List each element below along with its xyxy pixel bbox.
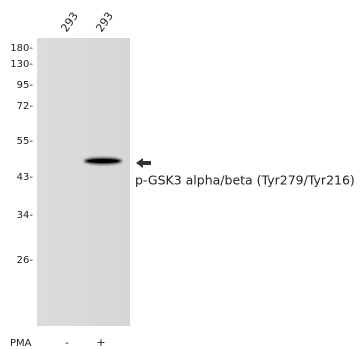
band-label: p-GSK3 alpha/beta (Tyr279/Tyr216) xyxy=(135,173,355,188)
lane-label: 293 xyxy=(93,10,116,35)
mw-marker: 55- xyxy=(17,136,34,147)
mw-marker: 130- xyxy=(10,59,33,70)
band-arrow xyxy=(136,158,151,168)
mw-marker: 72- xyxy=(17,101,34,112)
blot-figure: 293 293 180- 130- 95- 72- 55- 43- 34- 26… xyxy=(0,0,360,349)
treatment-label: PMA xyxy=(10,338,32,349)
mw-marker: 180- xyxy=(10,43,33,54)
mw-marker: 95- xyxy=(17,80,34,91)
mw-marker: 43- xyxy=(17,172,34,183)
gel xyxy=(37,38,130,326)
treatment-sign: + xyxy=(96,336,105,349)
mw-marker: 26- xyxy=(17,255,34,266)
treatment-sign: - xyxy=(65,336,69,349)
lane-label: 293 xyxy=(58,10,81,35)
mw-marker: 34- xyxy=(17,210,34,221)
band-core xyxy=(87,159,119,163)
